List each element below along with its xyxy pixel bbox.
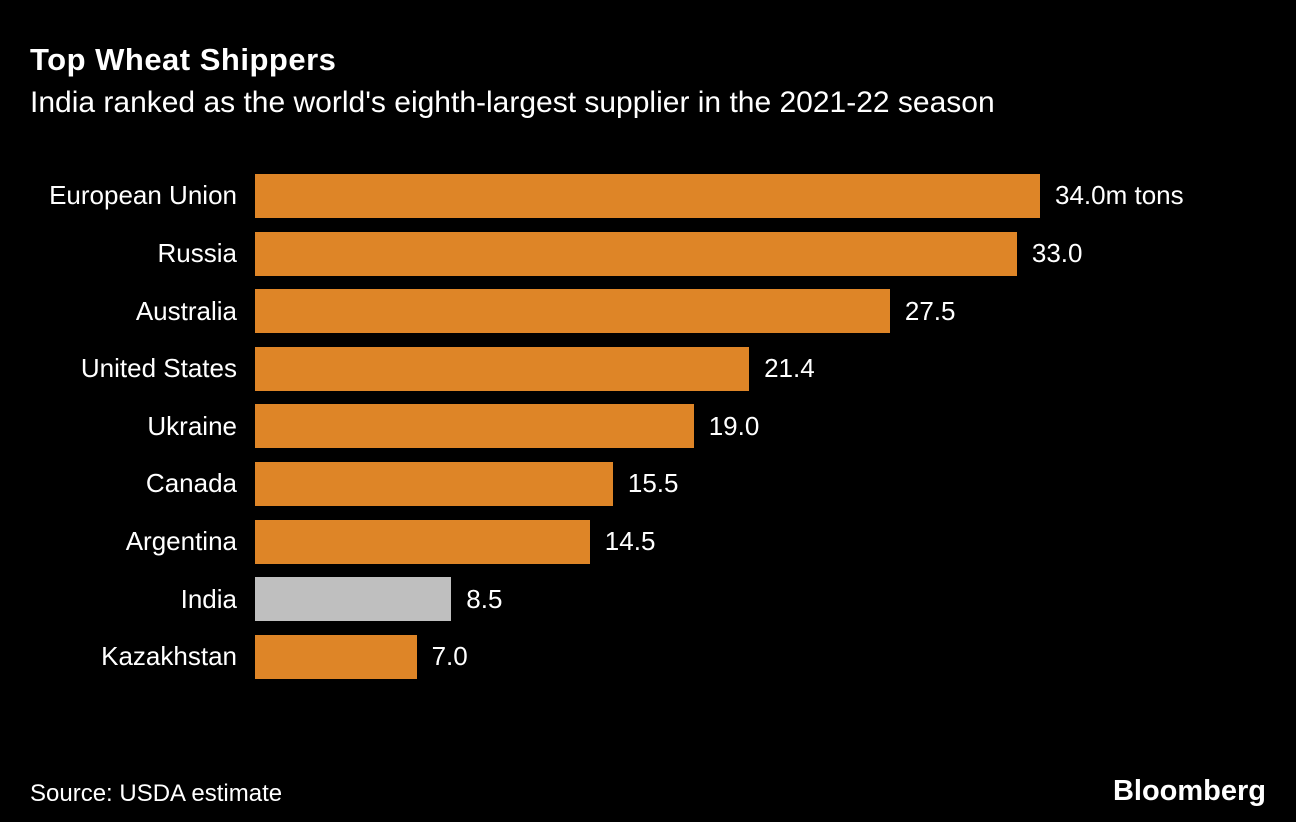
chart-header: Top Wheat Shippers India ranked as the w… [30, 0, 1266, 121]
bar [255, 231, 1017, 276]
category-label: Argentina [125, 526, 237, 556]
bar-track: 19.0 [255, 404, 1266, 449]
bloomberg-logo: Bloomberg [1112, 775, 1266, 807]
bar-chart: European Union 34.0m tons Russia 33.0 Austra… [30, 167, 1266, 685]
chart-footer: Source: USDA estimate Bloomberg [30, 775, 1266, 808]
bar-track: 21.4 [255, 346, 1266, 391]
bar-track: 33.0 [255, 231, 1266, 276]
bar-row: United States 21.4 [30, 340, 1266, 398]
bar-row: European Union 34.0m tons [30, 167, 1266, 225]
bar [255, 634, 417, 679]
value-label: 8.5 [466, 583, 503, 614]
bar-row: India 8.5 [30, 570, 1266, 628]
category-label: United States [80, 353, 237, 384]
bar-track: 8.5 [255, 577, 1266, 622]
value-label: 27.5 [904, 295, 956, 326]
value-label: 14.5 [604, 526, 656, 556]
bar-track: 34.0m tons [255, 173, 1266, 218]
bar-track: 7.0 [255, 634, 1266, 679]
category-label: India [180, 583, 237, 614]
value-label: 15.5 [627, 468, 679, 499]
value-label: 33.0 [1031, 238, 1083, 269]
value-label: 19.0 [708, 410, 760, 441]
bar-track: 15.5 [255, 461, 1266, 506]
source-note: Source: USDA estimate [30, 780, 283, 807]
chart-title: Top Wheat Shippers [30, 42, 337, 77]
bar-row: Argentina 14.5 [30, 513, 1266, 571]
category-label: European Union [49, 180, 237, 211]
bar [255, 461, 613, 506]
bar [255, 346, 750, 391]
bar-row: Australia 27.5 [30, 282, 1266, 340]
bar-row: Kazakhstan 7.0 [30, 628, 1266, 686]
value-label: 21.4 [764, 353, 815, 384]
bar [255, 404, 694, 449]
bar-row: Canada 15.5 [30, 455, 1266, 513]
category-label: Russia [157, 238, 237, 269]
category-label: Kazakhstan [101, 641, 237, 672]
bar [255, 519, 590, 564]
value-label: 7.0 [431, 641, 468, 672]
bar-row: Russia 33.0 [30, 225, 1266, 283]
category-label: Ukraine [147, 410, 237, 441]
category-label: Australia [135, 295, 237, 326]
bar-track: 14.5 [255, 519, 1266, 564]
bar-row: Ukraine 19.0 [30, 398, 1266, 456]
bar [255, 173, 1040, 218]
bar-track: 27.5 [255, 289, 1266, 334]
category-label: Canada [145, 468, 237, 499]
chart-subtitle: India ranked as the world's eighth-large… [30, 85, 995, 119]
bar-highlighted [255, 577, 452, 622]
value-label: 34.0m tons [1055, 180, 1184, 211]
bar [255, 289, 890, 334]
